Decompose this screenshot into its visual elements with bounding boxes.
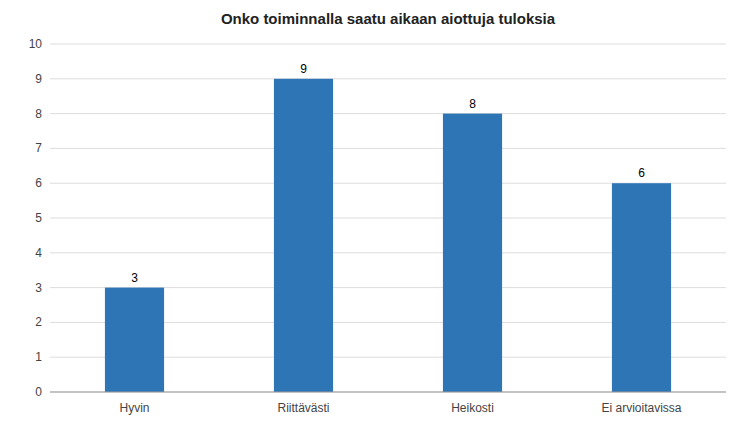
grid-line	[50, 113, 726, 114]
bar	[105, 288, 164, 392]
bar	[443, 114, 502, 392]
x-tick-label: Ei arvioitavissa	[601, 401, 681, 415]
bar	[274, 79, 333, 392]
x-axis: Hyvin Riittävästi Heikosti Ei arvioitavissa	[119, 401, 681, 415]
y-tick-label: 0	[35, 385, 42, 399]
data-label: 8	[469, 97, 476, 111]
y-tick-label: 8	[35, 107, 42, 121]
y-tick-label: 5	[35, 211, 42, 225]
y-tick-label: 6	[35, 176, 42, 190]
grid-line	[50, 44, 726, 45]
y-tick-label: 10	[29, 37, 43, 51]
chart-title: Onko toiminnalla saatu aikaan aiottuja t…	[221, 10, 556, 27]
chart-container: Onko toiminnalla saatu aikaan aiottuja t…	[0, 0, 750, 436]
y-tick-label: 1	[35, 350, 42, 364]
x-tick-label: Riittävästi	[277, 401, 329, 415]
data-label: 3	[131, 271, 138, 285]
y-tick-label: 9	[35, 72, 42, 86]
y-tick-label: 2	[35, 315, 42, 329]
data-labels: 3 9 8 6	[131, 62, 645, 285]
x-axis-line	[50, 392, 726, 393]
y-tick-label: 7	[35, 141, 42, 155]
x-tick-label: Hyvin	[119, 401, 149, 415]
y-tick-label: 3	[35, 281, 42, 295]
chart-svg: Onko toiminnalla saatu aikaan aiottuja t…	[0, 0, 750, 436]
grid-line	[50, 148, 726, 149]
data-label: 9	[300, 62, 307, 76]
grid-line	[50, 392, 726, 393]
x-tick-label: Heikosti	[451, 401, 494, 415]
bars	[105, 79, 671, 392]
grid-line	[50, 78, 726, 79]
data-label: 6	[638, 166, 645, 180]
y-axis: 0 1 2 3 4 5 6 7 8 9 10	[29, 37, 726, 399]
bar	[612, 183, 671, 392]
y-tick-label: 4	[35, 246, 42, 260]
